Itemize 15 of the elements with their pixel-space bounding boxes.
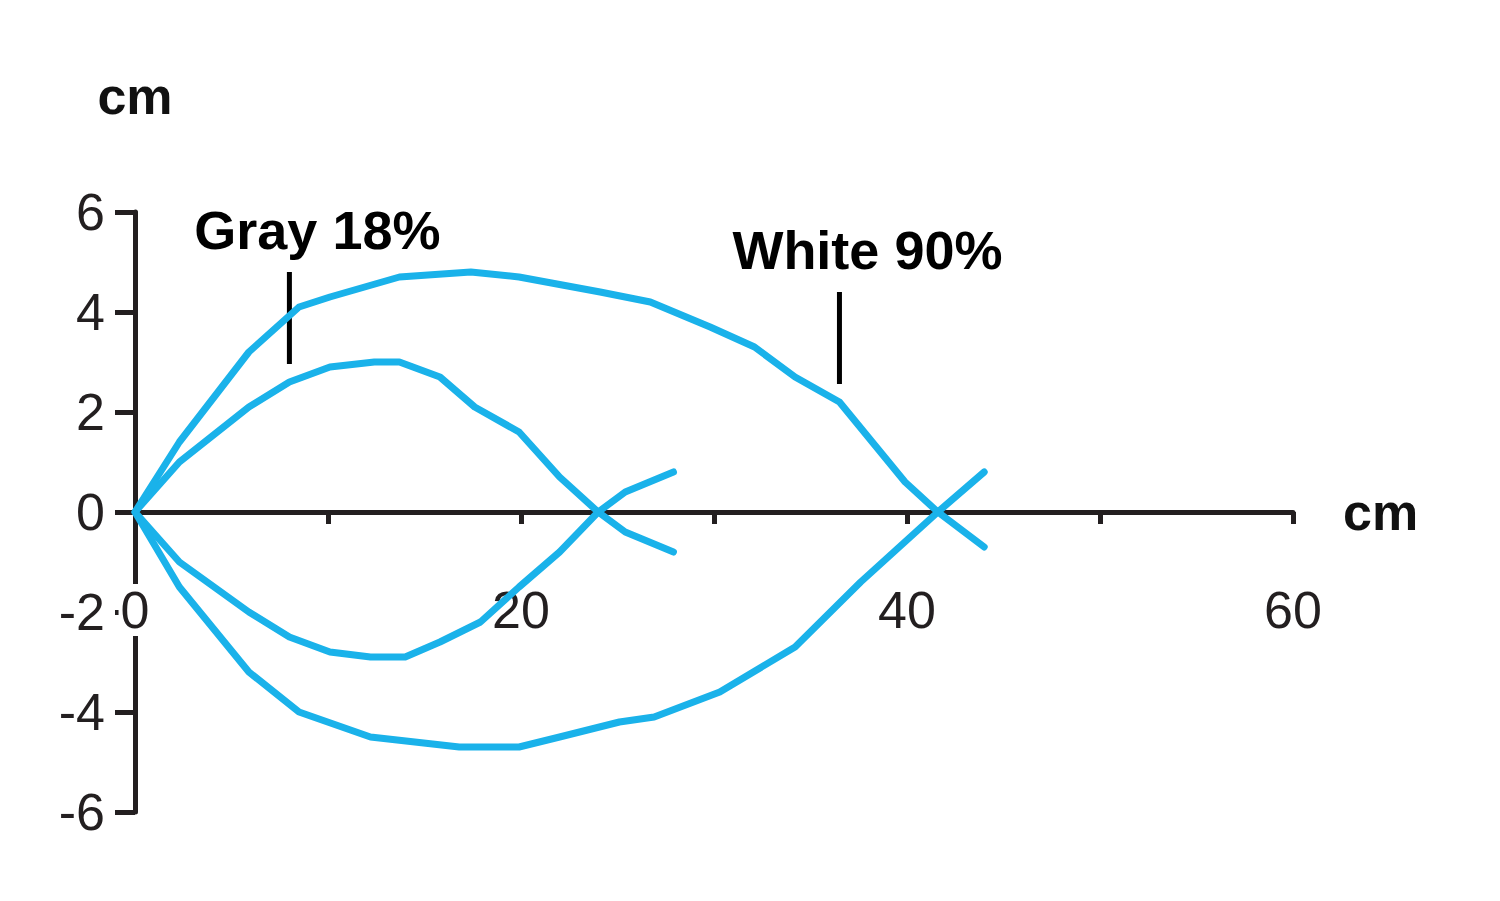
y-tick-label: 2 (76, 383, 105, 441)
y-tick-label: 0 (76, 483, 105, 541)
y-tick-label: 4 (76, 283, 105, 341)
y-tick-label: -6 (58, 783, 105, 841)
x-tick-label: 20 (492, 581, 550, 639)
y-tick-label: -4 (58, 683, 105, 741)
annotation: Gray 18% (194, 200, 441, 260)
y-tick-label: 6 (76, 183, 105, 241)
y-tick-label: -2 (58, 583, 105, 641)
x-axis-title: cm (1343, 483, 1419, 541)
x-tick-label: 60 (1264, 581, 1322, 639)
x-tick-label: 40 (878, 581, 936, 639)
y-axis-title: cm (97, 67, 173, 125)
x-tick-label: 0 (120, 581, 150, 639)
annotation: White 90% (732, 220, 1003, 280)
